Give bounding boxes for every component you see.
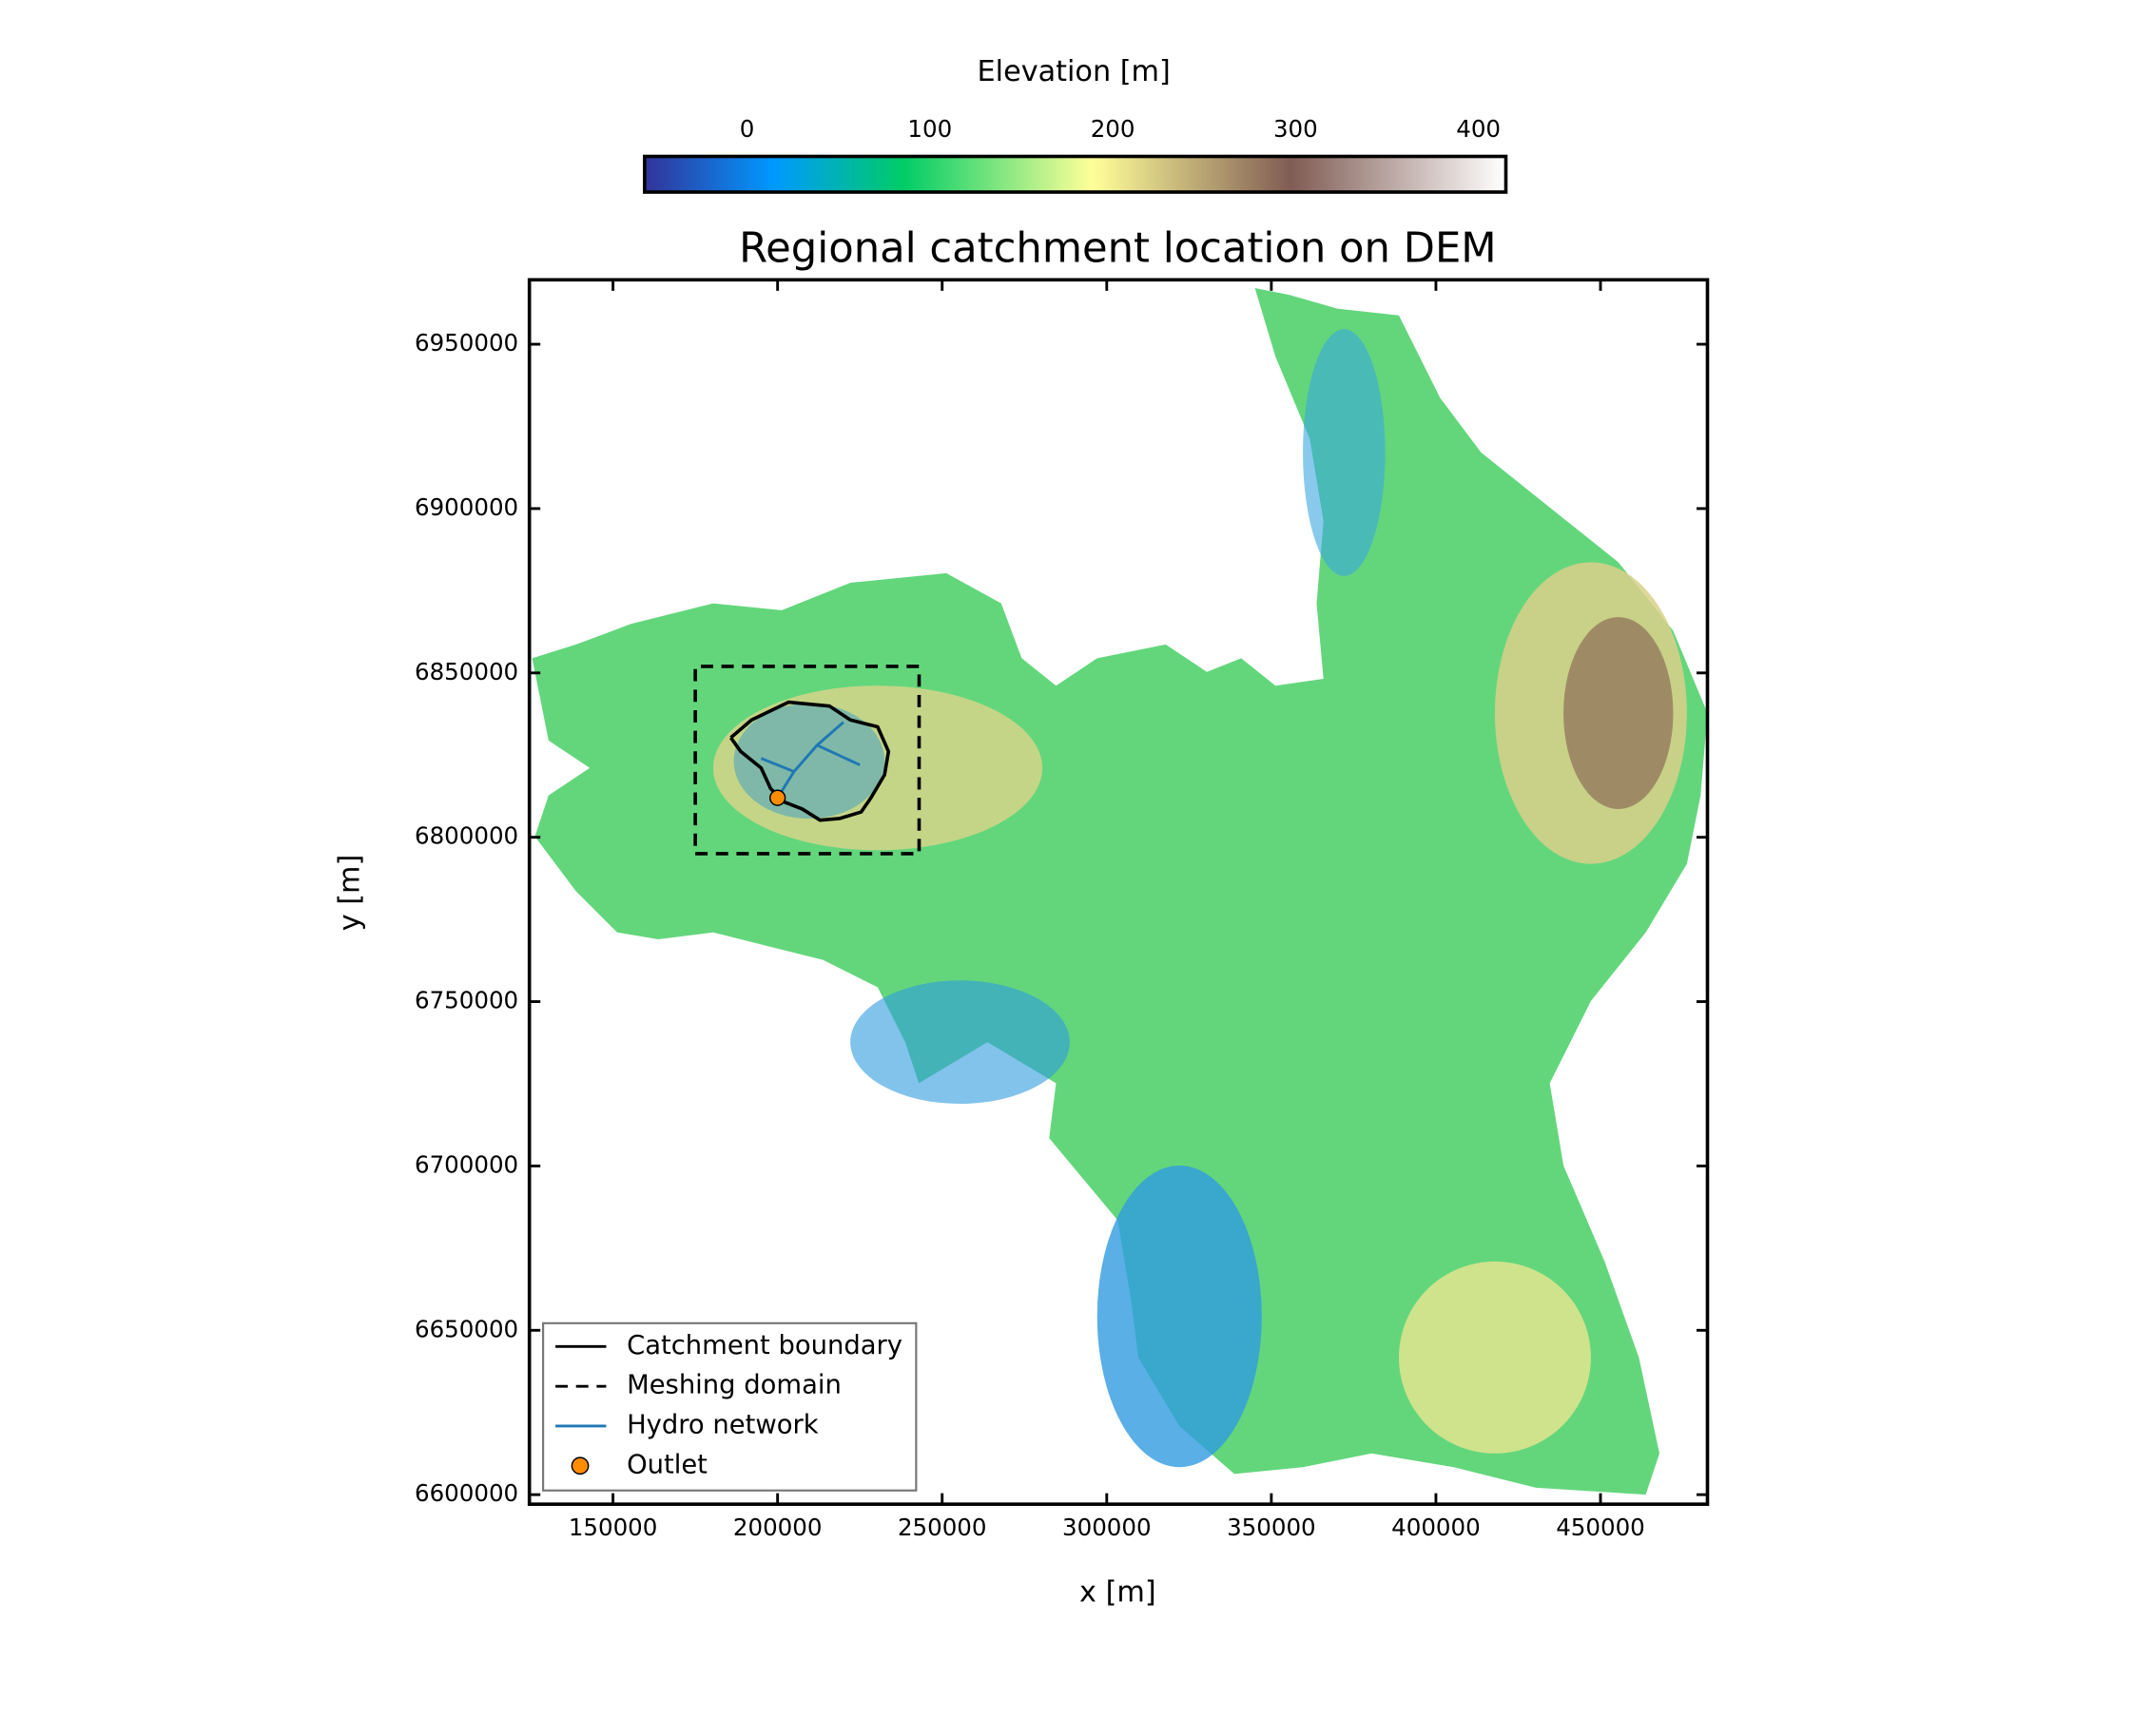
x-tick-label: 400000 — [1391, 1514, 1481, 1541]
lowland — [1303, 329, 1386, 576]
colorbar — [643, 154, 1508, 194]
y-tick-label: 6650000 — [415, 1315, 518, 1342]
colorbar-tick-label: 200 — [1091, 115, 1135, 143]
y-tick-label: 6800000 — [415, 822, 518, 850]
highland — [1399, 1261, 1591, 1454]
series-line — [760, 721, 861, 799]
y-tick-label: 6600000 — [415, 1479, 518, 1507]
x-tick-label: 300000 — [1062, 1514, 1152, 1541]
colorbar-tick-label: 300 — [1273, 115, 1318, 143]
x-axis-label: x [m] — [1079, 1575, 1156, 1609]
legend-box — [542, 1321, 918, 1492]
legend-label: Catchment boundary — [627, 1331, 902, 1360]
x-tick-label: 350000 — [1227, 1514, 1316, 1541]
y-tick-label: 6950000 — [415, 329, 518, 357]
catchment-area — [733, 703, 885, 820]
legend-label: Hydro network — [627, 1410, 819, 1439]
lowland — [850, 980, 1070, 1105]
y-tick-label: 6900000 — [415, 493, 518, 521]
dem — [532, 287, 1708, 1495]
landmass — [532, 287, 1708, 1495]
y-tick-label: 6700000 — [415, 1150, 518, 1178]
lowland — [1096, 1165, 1262, 1468]
chart-title: Regional catchment location on DEM — [739, 225, 1497, 273]
series-line — [693, 665, 922, 856]
y-tick-label: 6750000 — [415, 987, 518, 1014]
colorbar-tick-label: 100 — [907, 115, 952, 143]
colorbar-tick-label: 0 — [740, 115, 755, 143]
x-tick-label: 250000 — [898, 1514, 987, 1541]
colorbar-tick-label: 400 — [1456, 115, 1501, 143]
highland — [1563, 617, 1674, 809]
x-tick-label: 200000 — [733, 1514, 823, 1541]
outlet-marker — [769, 789, 786, 806]
legend-label: Meshing domain — [627, 1371, 842, 1400]
x-tick-label: 150000 — [569, 1514, 658, 1541]
y-tick-label: 6850000 — [415, 658, 518, 685]
series-line — [729, 700, 891, 822]
x-tick-label: 450000 — [1556, 1514, 1645, 1541]
plot-frame — [527, 278, 1710, 1506]
legend-label: Outlet — [627, 1450, 708, 1479]
legend-marker — [571, 1456, 590, 1476]
y-axis-label: y [m] — [334, 855, 367, 932]
colorbar-label: Elevation [m] — [978, 55, 1171, 88]
